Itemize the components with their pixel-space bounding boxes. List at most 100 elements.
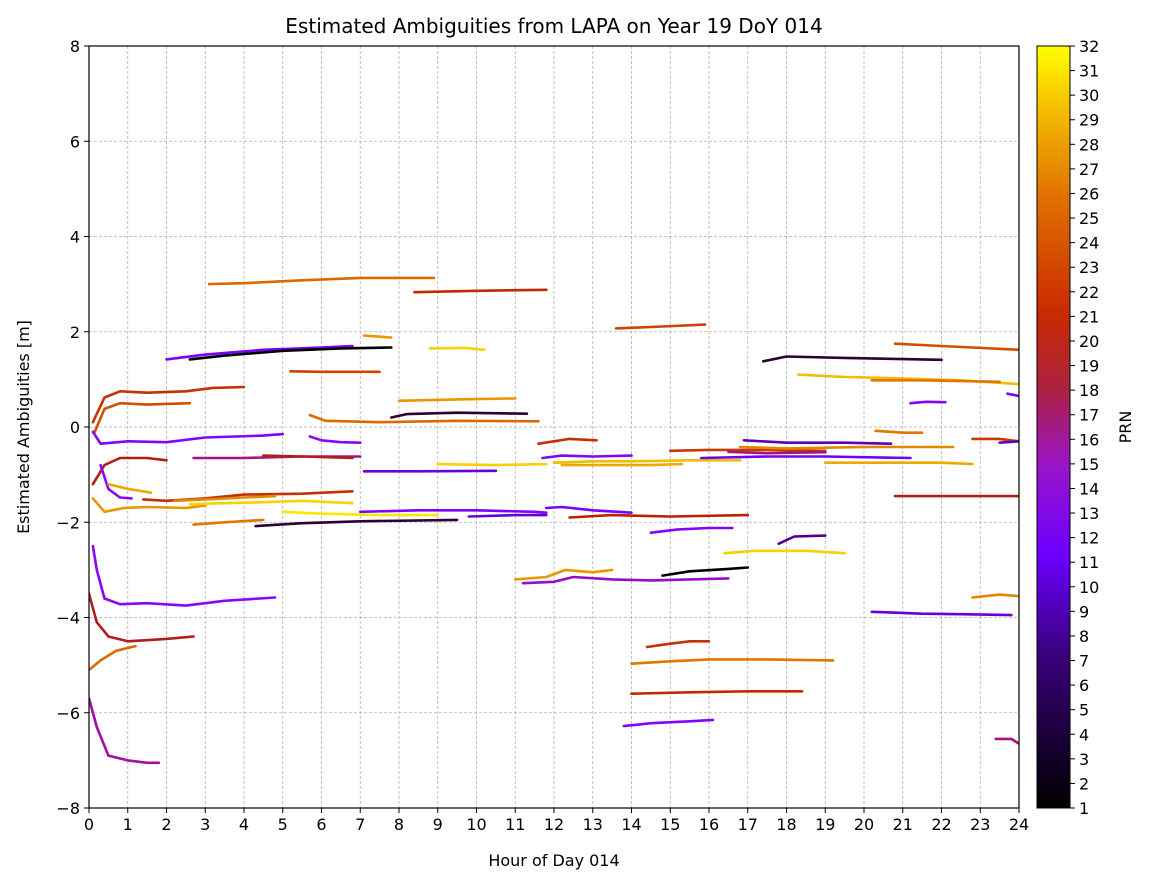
x-axis: 0 1 2 3 4 5 6 7 8 9 10 11 12 13 14 15 16 17 18 19 20 21 22 23 24	[84, 808, 1029, 834]
colorbar-label: PRN	[1116, 411, 1135, 444]
series-prn-10	[99, 463, 133, 500]
series-prn-28	[824, 461, 974, 466]
series-prn-30	[428, 346, 486, 352]
colorbar-tick-label: 31	[1079, 62, 1099, 81]
series-prn-19	[142, 490, 354, 503]
x-tick-label: 10	[466, 815, 486, 834]
y-tick-label: 2	[70, 323, 80, 342]
x-tick-label: 6	[316, 815, 326, 834]
colorbar-tick-label: 28	[1079, 135, 1099, 154]
colorbar-tick-label: 18	[1079, 381, 1099, 400]
y-tick-label: 0	[70, 418, 80, 437]
series-prn-25	[870, 379, 1001, 384]
series-prn-10	[91, 544, 277, 607]
series-prn-26	[738, 445, 955, 450]
series-prn-27	[514, 568, 614, 581]
series-prn-14	[727, 450, 827, 455]
x-tick-label: 12	[544, 815, 564, 834]
series-prn-10	[308, 435, 362, 444]
colorbar-tick-label: 15	[1079, 455, 1099, 474]
y-tick-label: 8	[70, 37, 80, 56]
colorbar-tick-label: 23	[1079, 258, 1099, 277]
x-tick-label: 3	[200, 815, 210, 834]
series-prn-26	[971, 593, 1019, 599]
colorbar-tick-label: 6	[1079, 676, 1089, 695]
colorbar-tick-label: 1	[1079, 799, 1089, 818]
series-prn-8	[359, 509, 548, 514]
y-tick-label: 6	[70, 132, 80, 151]
series-prn-18	[413, 288, 548, 294]
series-prn-8	[1006, 392, 1019, 398]
series-prn-6	[362, 469, 498, 473]
x-tick-label: 16	[699, 815, 719, 834]
series-prn-8	[545, 505, 633, 514]
y-tick-label: −6	[56, 704, 80, 723]
series-prn-24	[308, 413, 540, 424]
colorbar-tick-label: 25	[1079, 209, 1099, 228]
series-prn-16	[89, 592, 195, 643]
y-tick-label: 4	[70, 228, 80, 247]
series-prn-21	[614, 323, 707, 330]
x-tick-label: 22	[931, 815, 951, 834]
series-prn-5	[742, 439, 893, 445]
colorbar-tick-label: 30	[1079, 86, 1099, 105]
x-tick-label: 0	[84, 815, 94, 834]
series-prn-1	[661, 566, 750, 577]
x-tick-label: 14	[621, 815, 641, 834]
series-prn-29	[552, 459, 742, 464]
series-prn-19	[537, 437, 598, 445]
series-prn-16	[262, 454, 354, 460]
data-series	[89, 276, 1019, 765]
series-prn-30	[188, 499, 354, 506]
colorbar-tick-label: 24	[1079, 234, 1099, 253]
series-prn-22	[893, 342, 1019, 352]
series-prn-2	[762, 355, 943, 363]
series-prn-6	[870, 610, 1013, 617]
y-tick-label: −2	[56, 513, 80, 532]
series-prn-9	[622, 718, 715, 728]
colorbar-tick-label: 7	[1079, 652, 1089, 671]
x-tick-label: 23	[970, 815, 990, 834]
colorbar-tick-label: 22	[1079, 283, 1099, 302]
y-tick-label: −4	[56, 609, 80, 628]
series-prn-24	[207, 276, 436, 286]
x-tick-label: 2	[161, 815, 171, 834]
colorbar-tick-label: 12	[1079, 529, 1099, 548]
series-prn-19	[645, 640, 711, 649]
series-prn-22	[93, 401, 192, 434]
x-tick-label: 18	[776, 815, 796, 834]
x-tick-label: 4	[239, 815, 249, 834]
colorbar-tick-label: 9	[1079, 602, 1089, 621]
series-prn-7	[700, 455, 912, 460]
series-prn-19	[91, 385, 246, 424]
series-prn-17	[568, 513, 750, 519]
colorbar-tick-label: 19	[1079, 357, 1099, 376]
colorbar-tick-label: 26	[1079, 184, 1099, 203]
series-prn-9	[541, 454, 633, 460]
x-tick-label: 24	[1009, 815, 1029, 834]
x-tick-label: 5	[278, 815, 288, 834]
series-prn-28	[560, 462, 684, 467]
x-tick-label: 8	[394, 815, 404, 834]
series-prn-13	[89, 697, 161, 765]
series-prn-9	[909, 400, 947, 405]
series-prn-5	[998, 440, 1019, 444]
colorbar-tick-label: 20	[1079, 332, 1099, 351]
series-prn-27	[397, 397, 517, 403]
series-prn-9	[91, 430, 285, 445]
series-prn-30	[436, 462, 548, 467]
colorbar-tick-label: 10	[1079, 578, 1099, 597]
x-tick-label: 21	[893, 815, 913, 834]
x-tick-label: 13	[583, 815, 603, 834]
colorbar-ticks: 1234567891011121314151617181920212223242…	[1070, 37, 1099, 818]
series-prn-16	[91, 456, 168, 486]
colorbar-tick-label: 4	[1079, 725, 1089, 744]
x-axis-label: Hour of Day 014	[488, 851, 619, 870]
series-prn-28	[107, 482, 153, 494]
colorbar	[1036, 45, 1071, 809]
series-prn-4	[777, 534, 827, 545]
x-tick-label: 20	[854, 815, 874, 834]
x-tick-label: 7	[355, 815, 365, 834]
series-prn-18	[630, 690, 804, 695]
